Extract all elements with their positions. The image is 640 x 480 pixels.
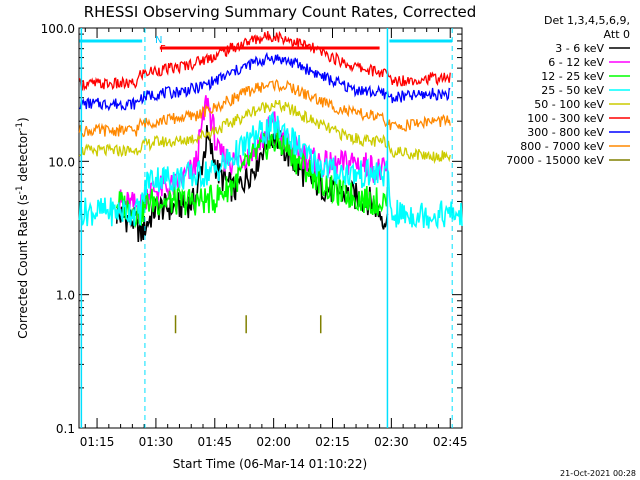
att-state-marker: N — [155, 35, 162, 46]
legend-header-line-1: Det 1,3,4,5,6,9, — [544, 14, 630, 27]
legend-label-0: 3 - 6 keV — [555, 42, 604, 55]
series-line-3 — [78, 110, 463, 230]
y-tick-label: 100.0 — [41, 22, 75, 36]
legend-label-2: 12 - 25 keV — [541, 70, 604, 83]
plot-frame — [78, 27, 463, 429]
legend-label-5: 100 - 300 keV — [527, 112, 604, 125]
x-tick-label: 02:45 — [433, 435, 468, 449]
chart-title: RHESSI Observing Summary Count Rates, Co… — [84, 3, 477, 21]
y-tick-label: 1.0 — [56, 289, 75, 303]
series-line-7 — [78, 79, 451, 138]
legend-label-3: 25 - 50 keV — [541, 84, 604, 97]
y-tick-label: 10.0 — [48, 155, 75, 169]
y-axis-label-exp2: -1 — [15, 122, 25, 131]
x-tick-label: 02:30 — [374, 435, 409, 449]
series-line-1 — [116, 95, 389, 222]
x-tick-label: 01:30 — [139, 435, 174, 449]
flag-marker: F — [160, 44, 166, 55]
y-axis-label-end: ) — [16, 117, 30, 122]
series-line-6 — [79, 51, 451, 112]
y-axis-label-exp1: -1 — [15, 185, 25, 194]
overlay-markers — [79, 28, 453, 428]
legend-label-6: 300 - 800 keV — [527, 126, 604, 139]
series-group — [78, 30, 463, 334]
x-tick-label: 01:45 — [197, 435, 232, 449]
y-tick-label: 0.1 — [56, 422, 75, 436]
series-line-5 — [78, 30, 451, 92]
legend-label-8: 7000 - 15000 keV — [506, 154, 604, 167]
x-tick-label: 02:15 — [315, 435, 350, 449]
legend-header-line-2: Att 0 — [604, 28, 630, 41]
y-axis-label-mid: detector — [16, 131, 30, 186]
x-tick-label: 02:00 — [256, 435, 291, 449]
x-axis-label: Start Time (06-Mar-14 01:10:22) — [173, 457, 367, 471]
x-tick-label: 01:15 — [80, 435, 115, 449]
y-axis-label: Corrected Count Rate (s-1 detector-1) — [15, 117, 30, 338]
series-line-4 — [78, 99, 451, 165]
legend-label-7: 800 - 7000 keV — [520, 140, 604, 153]
legend-label-1: 6 - 12 keV — [548, 56, 604, 69]
series-line-0 — [115, 124, 389, 243]
legend-label-4: 50 - 100 keV — [534, 98, 604, 111]
axis-ticks: 100.0 10.0 1.0 0.1 01:15 01:30 01:45 02:00 02:15… — [41, 22, 468, 449]
series-line-2 — [115, 128, 389, 229]
y-axis-label-main: Corrected Count Rate (s — [16, 194, 30, 338]
footer-timestamp: 21-Oct-2021 00:28 — [560, 469, 636, 478]
